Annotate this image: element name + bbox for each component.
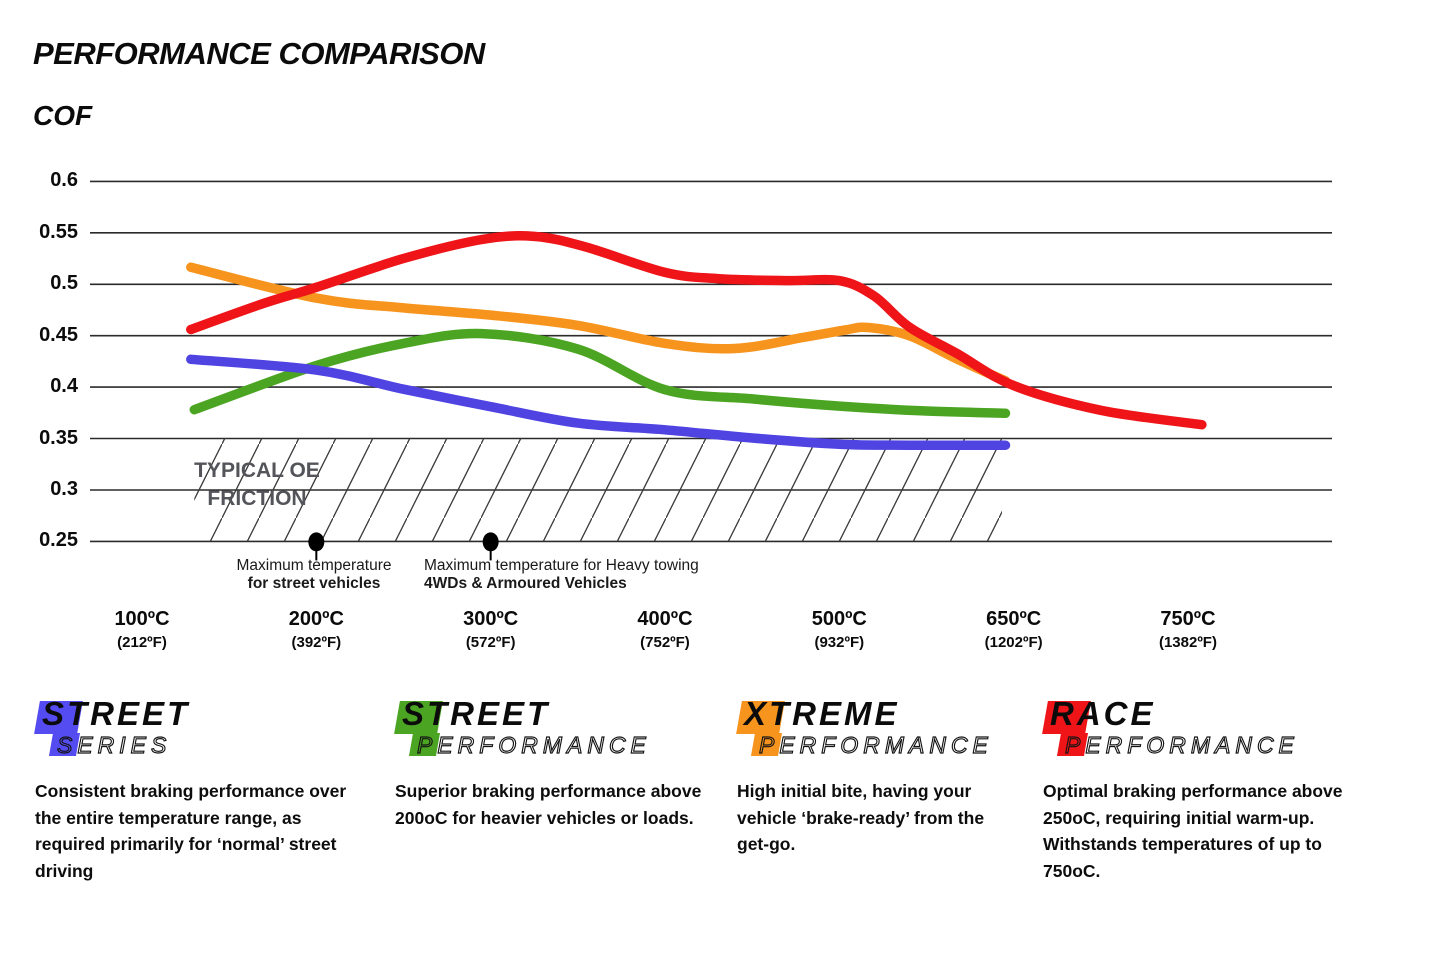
- annotation-towing-max: Maximum temperature for Heavy towing 4WD…: [424, 557, 734, 593]
- street-series-logo: STREET SERIES: [34, 696, 187, 762]
- x-tick-200: 200ºC (392ºF): [246, 608, 386, 651]
- legend-item-street-series: STREET SERIES Consistent braking perform…: [34, 696, 346, 881]
- y-tick-label-0.45: 0.45: [39, 323, 78, 346]
- oe-friction-band-label: TYPICAL OE FRICTION: [193, 457, 321, 513]
- x-tick-fahrenheit: (572ºF): [465, 634, 516, 651]
- legend-item-street-performance: STREET PERFORMANCE Superior braking perf…: [394, 696, 701, 828]
- x-tick-fahrenheit: (932ºF): [814, 634, 865, 651]
- x-tick-750: 750ºC (1382ºF): [1118, 608, 1258, 651]
- street-series-logo-word-top: STREET: [42, 695, 191, 732]
- street-performance-description: Superior braking performance above 200oC…: [395, 781, 702, 828]
- oe-friction-band: [194, 438, 1003, 542]
- series-line-street-series: [186, 354, 1011, 451]
- x-tick-celsius: 400ºC: [637, 608, 693, 630]
- y-axis-title: COF: [33, 100, 93, 131]
- legend-item-xtreme-performance: XTREME PERFORMANCE High initial bite, ha…: [736, 696, 988, 854]
- race-performance-logo: RACE PERFORMANCE: [1042, 696, 1294, 762]
- oe-band-label-line1: TYPICAL OE: [194, 459, 320, 482]
- street-series-logo-word-bottom: SERIES: [56, 732, 172, 758]
- y-tick-label-0.25: 0.25: [39, 529, 78, 552]
- x-tick-celsius: 500ºC: [811, 608, 867, 630]
- x-tick-fahrenheit: (212ºF): [117, 634, 167, 651]
- annotation-towing-max-line2: 4WDs & Armoured Vehicles: [424, 575, 627, 592]
- race-performance-description: Optimal braking performance above 250oC,…: [1043, 781, 1343, 881]
- x-tick-celsius: 750ºC: [1160, 608, 1216, 630]
- x-tick-500: 500ºC (932ºF): [769, 608, 909, 651]
- x-tick-300: 300ºC (572ºF): [421, 608, 561, 651]
- x-tick-celsius: 100ºC: [114, 608, 170, 630]
- xtreme-performance-logo-word-bottom: PERFORMANCE: [758, 732, 993, 758]
- page-title: PERFORMANCE COMPARISON: [33, 36, 485, 71]
- annotation-towing-max-line1: Maximum temperature for Heavy towing: [424, 557, 699, 574]
- x-tick-fahrenheit: (392ºF): [291, 634, 342, 651]
- street-series-description: Consistent braking performance over the …: [35, 781, 347, 881]
- annotation-street-max-line2: for street vehicles: [247, 575, 381, 592]
- street-performance-logo-word-top: STREET: [402, 695, 551, 732]
- y-tick-label-0.35: 0.35: [39, 426, 78, 449]
- xtreme-performance-description: High initial bite, having your vehicle ‘…: [737, 781, 985, 854]
- oe-band-label-line2: FRICTION: [207, 487, 307, 510]
- race-performance-logo-word-bottom: PERFORMANCE: [1064, 732, 1299, 758]
- annotation-street-max: Maximum temperature for street vehicles: [214, 557, 414, 593]
- annotation-street-max-line1: Maximum temperature: [236, 557, 392, 574]
- x-tick-100: 100ºC (212ºF): [72, 608, 212, 651]
- marker-dot-300: [482, 532, 499, 552]
- street-performance-logo-word-bottom: PERFORMANCE: [416, 732, 651, 758]
- x-tick-fahrenheit: (1382ºF): [1158, 634, 1217, 651]
- series-line-xtreme-performance: [186, 262, 1011, 386]
- x-tick-celsius: 300ºC: [463, 608, 519, 630]
- race-performance-logo-word-top: RACE: [1050, 695, 1156, 732]
- street-performance-logo: STREET PERFORMANCE: [394, 696, 646, 762]
- series-line-street-performance: [189, 328, 1011, 419]
- xtreme-performance-logo: XTREME PERFORMANCE: [736, 696, 988, 762]
- xtreme-performance-logo-word-top: XTREME: [744, 695, 900, 732]
- series-line-race-performance: [186, 231, 1207, 430]
- x-tick-celsius: 650ºC: [986, 608, 1042, 630]
- marker-dot-200: [308, 532, 325, 552]
- y-tick-label-0.4: 0.4: [50, 375, 78, 398]
- x-tick-celsius: 200ºC: [288, 608, 344, 630]
- x-tick-fahrenheit: (752ºF): [640, 634, 690, 651]
- y-tick-label-0.3: 0.3: [50, 477, 78, 500]
- x-tick-400: 400ºC (752ºF): [595, 608, 735, 651]
- y-tick-label-0.5: 0.5: [50, 272, 78, 295]
- legend-item-race-performance: RACE PERFORMANCE Optimal braking perform…: [1042, 696, 1343, 881]
- x-tick-650: 650ºC (1202ºF): [944, 608, 1084, 651]
- y-tick-label-0.55: 0.55: [39, 220, 78, 243]
- x-tick-fahrenheit: (1202ºF): [984, 634, 1043, 651]
- y-tick-label-0.6: 0.6: [50, 169, 78, 192]
